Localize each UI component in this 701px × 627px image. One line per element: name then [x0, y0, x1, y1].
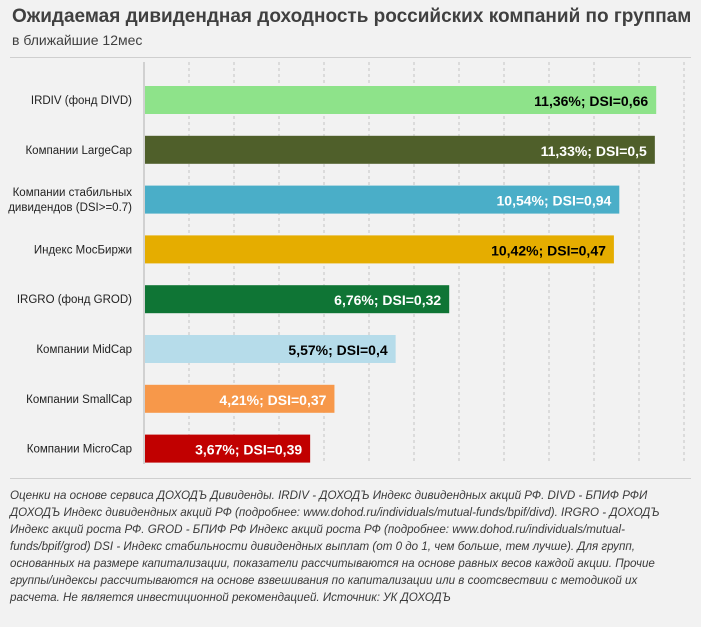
- bar: [145, 185, 620, 214]
- bar: [145, 335, 396, 363]
- footnote: Оценки на основе сервиса ДОХОДЪ Дивиденд…: [10, 489, 660, 604]
- category-label: Компании MidCap: [36, 344, 132, 356]
- category-label: Компании стабильных: [13, 187, 133, 199]
- data-label: 3,67%; DSI=0,39: [195, 442, 302, 458]
- bar: [145, 434, 311, 463]
- bottom-divider: [10, 478, 691, 479]
- bar-chart: 11,36%; DSI=0,66 IRDIV (фонд DIVD) 11,33%;…: [8, 62, 685, 464]
- top-divider: [10, 57, 691, 58]
- bar: [145, 235, 614, 264]
- data-label: 6,76%; DSI=0,32: [334, 292, 441, 308]
- bar: [145, 285, 450, 314]
- data-label: 11,36%; DSI=0,66: [534, 93, 648, 109]
- category-label: IRGRO (фонд GROD): [17, 294, 132, 306]
- category-label: Компании LargeCap: [25, 145, 132, 157]
- category-label: Компании MicroCap: [27, 444, 132, 456]
- data-label: 4,21%; DSI=0,37: [219, 392, 326, 408]
- data-label: 10,54%; DSI=0,94: [497, 193, 612, 209]
- data-label: 11,33%; DSI=0,5: [541, 143, 647, 159]
- category-label: Индекс МосБиржи: [34, 244, 132, 256]
- bar: [145, 135, 655, 164]
- category-label: IRDIV (фонд DIVD): [31, 95, 132, 107]
- category-label: дивидендов (DSI>=0.7): [8, 202, 132, 214]
- bar: [145, 86, 657, 114]
- chart-subtitle: в ближайшие 12мес: [12, 32, 143, 48]
- data-label: 10,42%; DSI=0,47: [491, 242, 606, 258]
- bar: [145, 384, 335, 413]
- chart-title: Ожидаемая дивидендная доходность российс…: [12, 6, 692, 27]
- category-label: Компании SmallCap: [26, 394, 132, 406]
- data-label: 5,57%; DSI=0,4: [288, 342, 387, 358]
